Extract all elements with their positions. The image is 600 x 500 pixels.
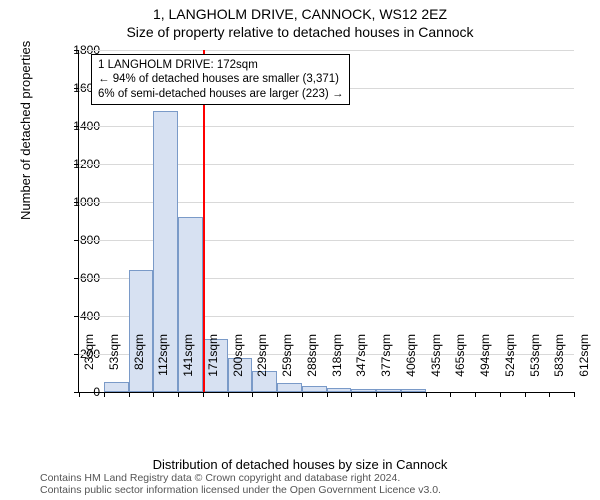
x-tick-label: 553sqm — [528, 334, 542, 384]
x-tick-label: 435sqm — [429, 334, 443, 384]
histogram-bar — [327, 388, 352, 392]
x-tick-label: 406sqm — [404, 334, 418, 384]
x-tick-label: 112sqm — [156, 334, 170, 384]
x-tick-label: 171sqm — [206, 334, 220, 384]
x-tick-label: 318sqm — [330, 334, 344, 384]
x-tick-mark — [203, 392, 204, 397]
x-tick-mark — [475, 392, 476, 397]
disclaimer-line2: Contains public sector information licen… — [40, 484, 441, 497]
x-tick-mark — [302, 392, 303, 397]
x-tick-label: 200sqm — [231, 334, 245, 384]
x-tick-label: 23sqm — [82, 334, 96, 384]
x-tick-label: 583sqm — [552, 334, 566, 384]
x-tick-label: 259sqm — [280, 334, 294, 384]
disclaimer-text: Contains HM Land Registry data © Crown c… — [40, 472, 441, 497]
x-tick-label: 53sqm — [107, 334, 121, 384]
histogram-bar — [401, 389, 426, 392]
x-tick-mark — [79, 392, 80, 397]
x-tick-mark — [153, 392, 154, 397]
x-tick-label: 465sqm — [453, 334, 467, 384]
x-tick-label: 288sqm — [305, 334, 319, 384]
y-tick-mark — [74, 164, 79, 165]
chart-container: 1, LANGHOLM DRIVE, CANNOCK, WS12 2EZ Siz… — [0, 0, 600, 500]
x-tick-mark — [574, 392, 575, 397]
histogram-bar — [376, 389, 401, 392]
y-tick-mark — [74, 354, 79, 355]
title-subtitle: Size of property relative to detached ho… — [0, 22, 600, 40]
x-tick-label: 82sqm — [132, 334, 146, 384]
x-tick-mark — [500, 392, 501, 397]
y-tick-mark — [74, 278, 79, 279]
y-tick-mark — [74, 316, 79, 317]
x-tick-label: 229sqm — [255, 334, 269, 384]
y-axis-label: Number of detached properties — [18, 41, 33, 220]
x-tick-mark — [401, 392, 402, 397]
histogram-bar — [351, 389, 376, 392]
x-tick-mark — [351, 392, 352, 397]
x-tick-label: 141sqm — [181, 334, 195, 384]
x-tick-mark — [549, 392, 550, 397]
info-box-line3: 6% of semi-detached houses are larger (2… — [98, 87, 343, 101]
y-tick-mark — [74, 126, 79, 127]
title-address: 1, LANGHOLM DRIVE, CANNOCK, WS12 2EZ — [0, 0, 600, 22]
info-box-line2: ← 94% of detached houses are smaller (3,… — [98, 72, 343, 86]
chart-plot-area: 23sqm 53sqm 82sqm 112sqm 141sqm 171sqm 200sqm 2… — [78, 50, 574, 393]
x-axis-label: Distribution of detached houses by size … — [0, 457, 600, 472]
grid-line — [79, 50, 574, 51]
x-tick-label: 347sqm — [354, 334, 368, 384]
disclaimer-line1: Contains HM Land Registry data © Crown c… — [40, 472, 441, 485]
x-tick-mark — [426, 392, 427, 397]
x-tick-mark — [450, 392, 451, 397]
y-tick-mark — [74, 50, 79, 51]
x-tick-label: 612sqm — [577, 334, 591, 384]
marker-info-box: 1 LANGHOLM DRIVE: 172sqm← 94% of detache… — [91, 54, 350, 105]
x-tick-label: 524sqm — [503, 334, 517, 384]
x-tick-mark — [277, 392, 278, 397]
x-tick-mark — [252, 392, 253, 397]
info-box-line1: 1 LANGHOLM DRIVE: 172sqm — [98, 58, 343, 72]
x-tick-mark — [228, 392, 229, 397]
x-tick-mark — [525, 392, 526, 397]
histogram-bar — [302, 386, 327, 392]
x-tick-mark — [327, 392, 328, 397]
x-tick-label: 377sqm — [379, 334, 393, 384]
x-tick-mark — [129, 392, 130, 397]
y-tick-mark — [74, 240, 79, 241]
x-tick-mark — [178, 392, 179, 397]
x-tick-mark — [104, 392, 105, 397]
y-tick-mark — [74, 202, 79, 203]
x-tick-mark — [376, 392, 377, 397]
y-tick-mark — [74, 88, 79, 89]
x-tick-label: 494sqm — [478, 334, 492, 384]
